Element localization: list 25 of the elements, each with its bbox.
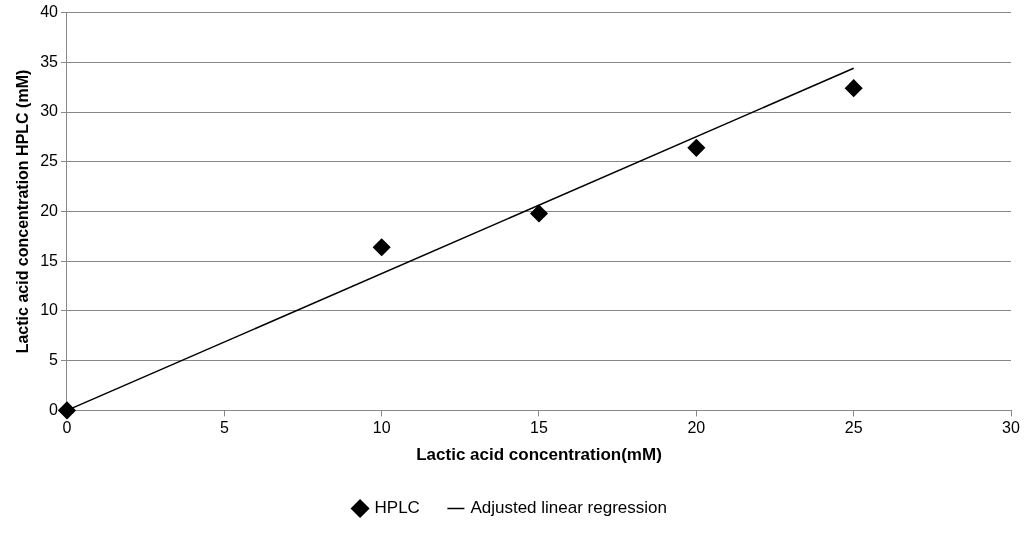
x-tick-label: 10	[372, 419, 391, 437]
x-tick-label: 0	[62, 419, 72, 437]
x-tick-label: 25	[844, 419, 863, 437]
y-tick-label: 10	[40, 301, 59, 319]
x-tick-label: 15	[530, 419, 548, 437]
y-tick-label: 0	[49, 400, 59, 418]
point	[58, 401, 76, 420]
y-tick-label: 35	[40, 52, 59, 70]
y-tick-label: 5	[49, 351, 59, 369]
x-axis-title: Lactic acid concentration(mM)	[416, 445, 662, 465]
point	[530, 204, 548, 223]
x-tick-label: 30	[1002, 419, 1020, 437]
y-tick-label: 30	[40, 102, 59, 120]
point	[844, 79, 863, 97]
x-tick-label: 20	[687, 419, 706, 437]
legend-label: HPLC	[374, 498, 420, 518]
x-tick-label: 5	[219, 419, 229, 437]
legend-label: Adjusted linear regression	[470, 498, 667, 518]
y-tick-label: 15	[40, 251, 59, 269]
point	[687, 139, 706, 157]
y-tick-label: 40	[40, 3, 59, 21]
y-tick-label: 20	[40, 201, 59, 219]
y-axis-title: Lactic acid concentration HPLC (mM)	[14, 69, 32, 354]
point	[372, 238, 391, 257]
y-tick-label: 25	[40, 152, 59, 170]
